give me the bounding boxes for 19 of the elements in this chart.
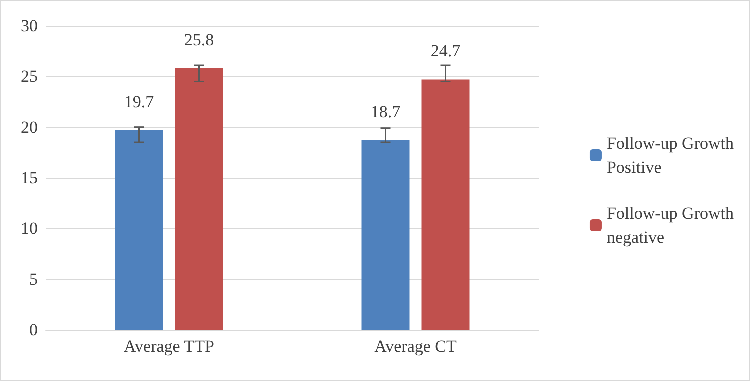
- y-tick-label: 25: [21, 67, 38, 86]
- data-label: 18.7: [370, 102, 402, 122]
- bar: [175, 68, 224, 330]
- bar: [422, 80, 470, 330]
- bar: [115, 130, 164, 330]
- bar: [362, 140, 410, 330]
- x-tick-label: Average CT: [374, 337, 458, 356]
- legend-label: Follow-up Growth Positive: [606, 134, 734, 177]
- legend-label: Follow-up Growth negative: [606, 204, 734, 247]
- x-tick-label: Average TTP: [124, 337, 214, 356]
- data-label: 24.7: [430, 42, 462, 61]
- y-tick-label: 30: [21, 16, 38, 36]
- y-tick-label: 15: [21, 168, 38, 188]
- y-tick-label: 20: [21, 118, 38, 137]
- y-tick-label: 0: [30, 320, 38, 340]
- data-label: 25.8: [184, 30, 214, 50]
- y-tick-label: 5: [30, 270, 38, 289]
- y-tick-label: 10: [21, 219, 38, 238]
- data-label: 19.7: [124, 92, 155, 112]
